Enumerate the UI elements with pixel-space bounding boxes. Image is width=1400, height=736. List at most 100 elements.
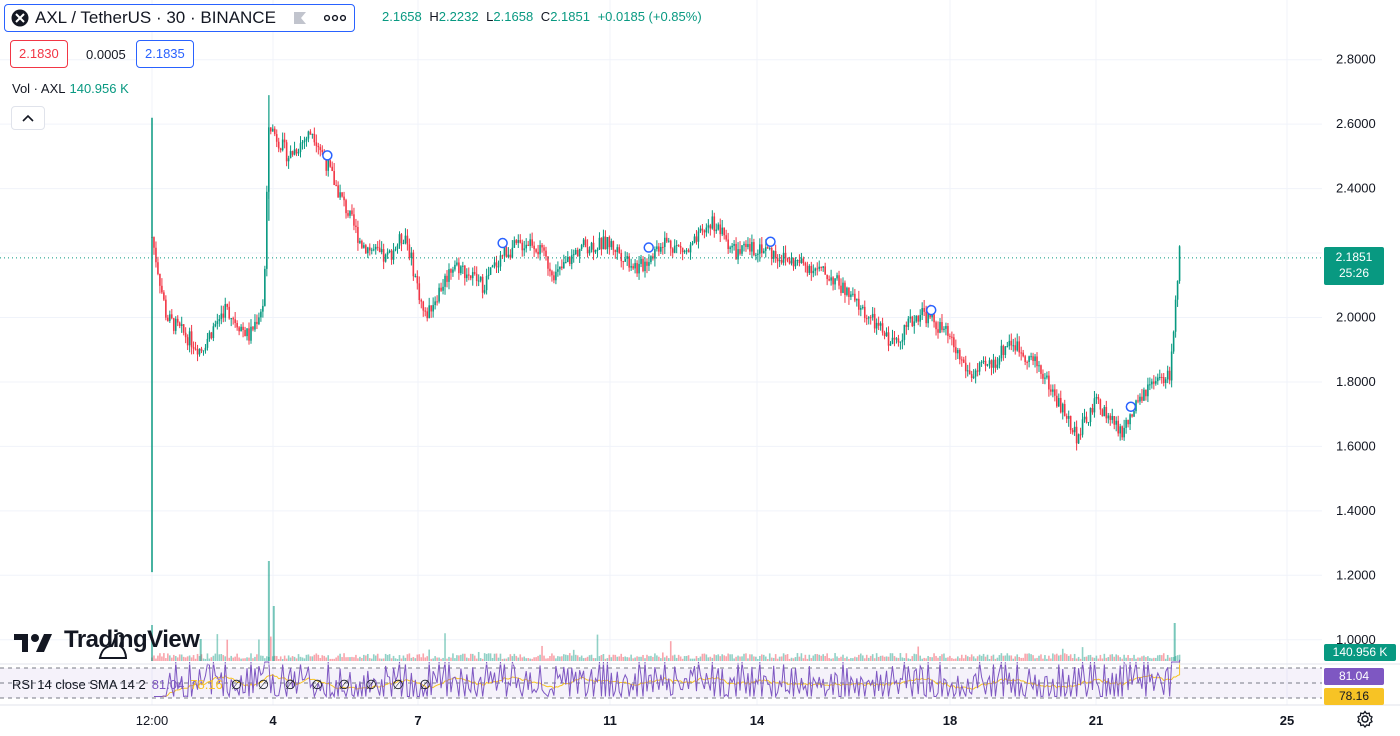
- flag-icon[interactable]: [292, 10, 308, 26]
- candle-body: [703, 230, 706, 233]
- volume-bar: [572, 649, 575, 661]
- volume-bar: [1141, 656, 1143, 661]
- volume-bar: [723, 655, 725, 661]
- rsi-legend[interactable]: RSI 14 close SMA 14 2 81.04 78.16 ∅ ∅ ∅ ∅ ∅…: [12, 677, 437, 693]
- candle-body: [1139, 396, 1141, 402]
- bid-button[interactable]: 2.1830: [10, 40, 68, 68]
- volume-bar: [923, 657, 925, 661]
- collapse-legend-button[interactable]: [11, 106, 45, 130]
- candle-body: [899, 341, 902, 343]
- volume-bar: [440, 658, 442, 661]
- volume-bar: [176, 657, 179, 661]
- candle-body: [153, 237, 155, 248]
- event-marker[interactable]: [643, 242, 654, 253]
- more-dots-icon[interactable]: [323, 13, 346, 23]
- candle-body: [208, 332, 211, 339]
- volume-bar: [155, 658, 157, 661]
- candle-body: [392, 250, 395, 260]
- volume-bar: [539, 654, 541, 661]
- event-markers[interactable]: [322, 150, 1137, 413]
- volume-bar: [216, 634, 219, 661]
- volume-bar: [485, 653, 488, 661]
- volume-bar: [632, 658, 634, 661]
- volume-bar: [196, 653, 199, 661]
- event-marker[interactable]: [322, 150, 333, 161]
- candle-body: [897, 338, 900, 343]
- symbol-title[interactable]: AXL / TetherUS · 30 · BINANCE: [35, 8, 276, 27]
- candle-body: [709, 225, 712, 229]
- volume-bar: [254, 656, 256, 661]
- volume-bar: [1115, 654, 1118, 661]
- volume-bar: [1143, 655, 1145, 661]
- event-marker[interactable]: [765, 236, 776, 248]
- volume-bar: [305, 654, 308, 661]
- volume-bar: [652, 656, 654, 661]
- candle-body: [454, 264, 456, 270]
- candle-body: [701, 228, 704, 231]
- volume-bar: [1050, 658, 1052, 661]
- candle-body: [1168, 370, 1171, 381]
- volume-bar: [743, 653, 745, 661]
- symbol-header[interactable]: AXL / TetherUS · 30 · BINANCE: [4, 4, 355, 32]
- price-axis[interactable]: 2.80002.60002.40002.20002.00001.80001.60…: [1336, 52, 1376, 647]
- candle-body: [699, 228, 702, 232]
- volume-bar: [1156, 655, 1159, 661]
- candle-body: [568, 257, 571, 264]
- event-marker[interactable]: [1125, 401, 1137, 413]
- candle-body: [487, 274, 490, 277]
- candle-body: [240, 326, 242, 332]
- ask-button[interactable]: 2.1835: [136, 40, 194, 68]
- volume-bar: [424, 657, 427, 661]
- candle-body: [351, 210, 353, 215]
- volume-bar: [198, 656, 201, 661]
- candle-body: [634, 263, 636, 269]
- volume-bar: [523, 656, 526, 661]
- volume-bar: [660, 658, 662, 661]
- candle-body: [394, 248, 397, 251]
- volume-bar: [941, 654, 943, 661]
- volume-bar: [1020, 657, 1022, 661]
- tradingview-logo[interactable]: TradingView: [14, 626, 200, 654]
- volume-bar: [1121, 658, 1123, 661]
- candle-body: [436, 301, 438, 303]
- volume-bar: [980, 655, 983, 661]
- volume-bar: [355, 654, 357, 661]
- candle-body: [846, 287, 848, 295]
- volume-bar: [596, 634, 599, 661]
- time-axis[interactable]: 12:00 4 7 11 14 18 21 25: [0, 704, 1400, 728]
- volume-bar: [806, 658, 809, 661]
- volume-bar: [519, 654, 522, 661]
- volume-bar: [345, 657, 347, 661]
- volume-bar: [1107, 657, 1110, 661]
- candle-body: [460, 266, 462, 274]
- volume-bar: [964, 654, 967, 661]
- gear-icon[interactable]: [1356, 710, 1374, 728]
- candle-body: [467, 274, 470, 276]
- candle-body: [256, 321, 258, 325]
- candle-body: [248, 328, 250, 341]
- event-marker[interactable]: [925, 304, 937, 316]
- candle-body: [1119, 426, 1121, 434]
- candle-body: [539, 245, 541, 255]
- volume-bar: [1091, 657, 1094, 661]
- volume-bar: [1038, 655, 1040, 661]
- volume-bar: [475, 658, 478, 661]
- volume-bar: [499, 653, 502, 661]
- candle-body: [242, 326, 244, 331]
- volume-bar: [505, 658, 508, 661]
- volume-bar: [509, 654, 512, 661]
- candle-body: [891, 337, 894, 344]
- candle-body: [483, 290, 486, 293]
- volume-legend[interactable]: Vol · AXL 140.956 K: [12, 81, 129, 96]
- candle-body: [802, 258, 805, 264]
- volume-bar: [721, 654, 724, 661]
- volume-bar: [1057, 655, 1060, 661]
- high-value: 2.2232: [438, 9, 479, 24]
- candle-body: [749, 244, 751, 252]
- volume-bar: [165, 658, 167, 661]
- dinosaur-icon[interactable]: [96, 628, 130, 662]
- event-marker[interactable]: [497, 237, 508, 249]
- volume-bar: [943, 653, 945, 661]
- volume-bar: [580, 655, 583, 661]
